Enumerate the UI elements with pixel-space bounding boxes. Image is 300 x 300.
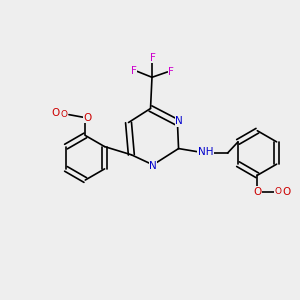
Text: O: O	[61, 110, 68, 119]
Text: F: F	[150, 53, 155, 63]
Text: O: O	[253, 187, 262, 197]
Text: O: O	[282, 187, 290, 197]
Text: F: F	[130, 66, 136, 76]
Text: F: F	[168, 67, 174, 77]
Text: N: N	[175, 116, 183, 126]
Text: N: N	[149, 161, 157, 171]
Text: O: O	[83, 112, 92, 123]
Text: NH: NH	[198, 146, 213, 157]
Text: O: O	[274, 187, 282, 196]
Text: O: O	[51, 108, 60, 118]
